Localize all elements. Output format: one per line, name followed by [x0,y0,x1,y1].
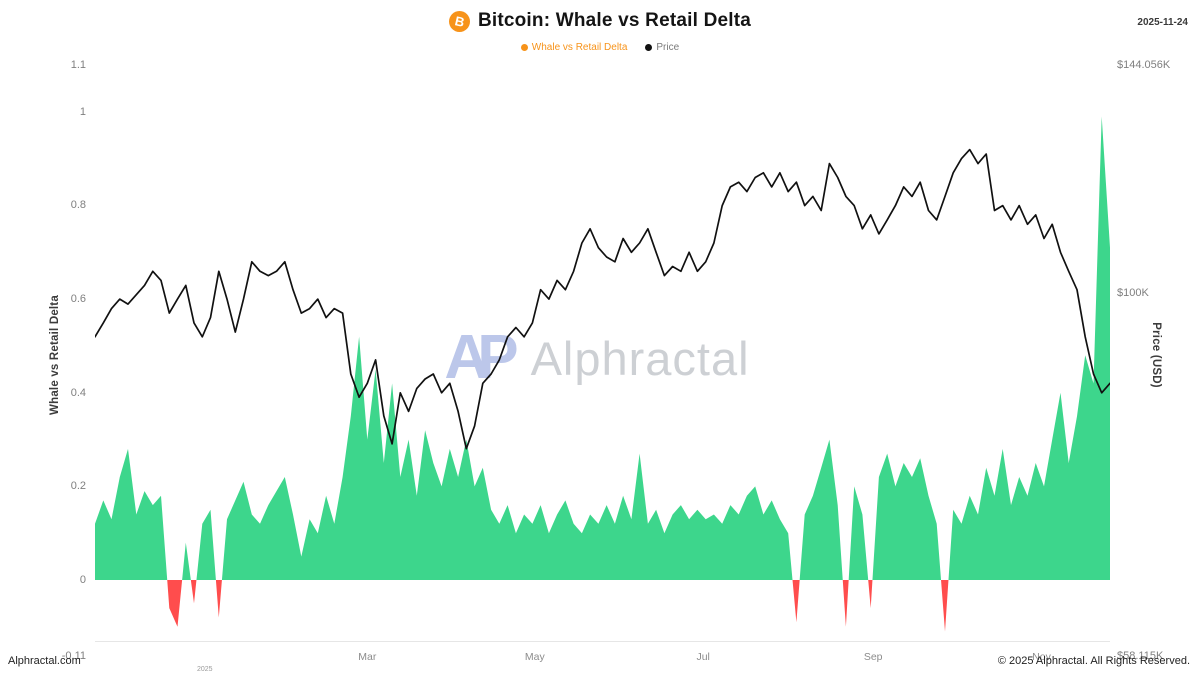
bitcoin-icon-letter: B [453,12,466,30]
plot-area[interactable] [94,65,1111,642]
page-title: Bitcoin: Whale vs Retail Delta [477,10,752,31]
legend-marker-delta-icon [520,44,528,51]
chart-svg [94,116,1111,642]
left-axis-tick-label: 1 [79,105,86,118]
left-axis-tick-label: 0.8 [70,199,86,212]
right-axis-tick-label: $144.056K [1117,59,1171,71]
delta-area-positive [95,116,1110,580]
legend-item-price[interactable]: Price [645,42,679,53]
left-axis-tick-label: 0.4 [70,386,86,399]
legend-label-price: Price [656,42,680,53]
legend-item-delta[interactable]: Whale vs Retail Delta [520,42,628,53]
x-axis-tick-label: Sep [863,651,883,663]
footer-site-link[interactable]: Alphractal.com [8,655,81,667]
price-line [94,148,1111,450]
right-axis-tick-label: $100K [1117,286,1149,299]
x-axis-tick-label: May [524,651,545,663]
alphractal-logo-icon: AP [444,323,518,392]
left-axis-title: Whale vs Retail Delta [49,295,61,415]
legend: Whale vs Retail Delta Price [0,42,1200,53]
right-axis-title: Price (USD) [1150,322,1162,388]
legend-marker-price-icon [645,44,653,51]
watermark-text: Alphractal [530,331,750,385]
left-axis-tick-label: 0.2 [70,480,86,493]
left-axis-tick-label: 1.1 [70,59,86,71]
x-axis-tick-label: Jul [696,651,710,663]
bitcoin-icon: B [448,10,470,32]
chart-title-row: B Bitcoin: Whale vs Retail Delta [0,10,1200,32]
left-axis-tick-label: 0.6 [70,293,86,306]
footer-copyright: © 2025 Alphractal. All Rights Reserved. [997,655,1190,667]
x-axis-tick-label: 2025 [197,666,213,673]
legend-label-delta: Whale vs Retail Delta [531,42,628,53]
chart-date: 2025-11-24 [1137,17,1188,28]
x-axis-tick-label: Mar [358,651,377,663]
left-axis-tick-label: 0 [79,574,86,587]
watermark: AP Alphractal [444,327,749,389]
